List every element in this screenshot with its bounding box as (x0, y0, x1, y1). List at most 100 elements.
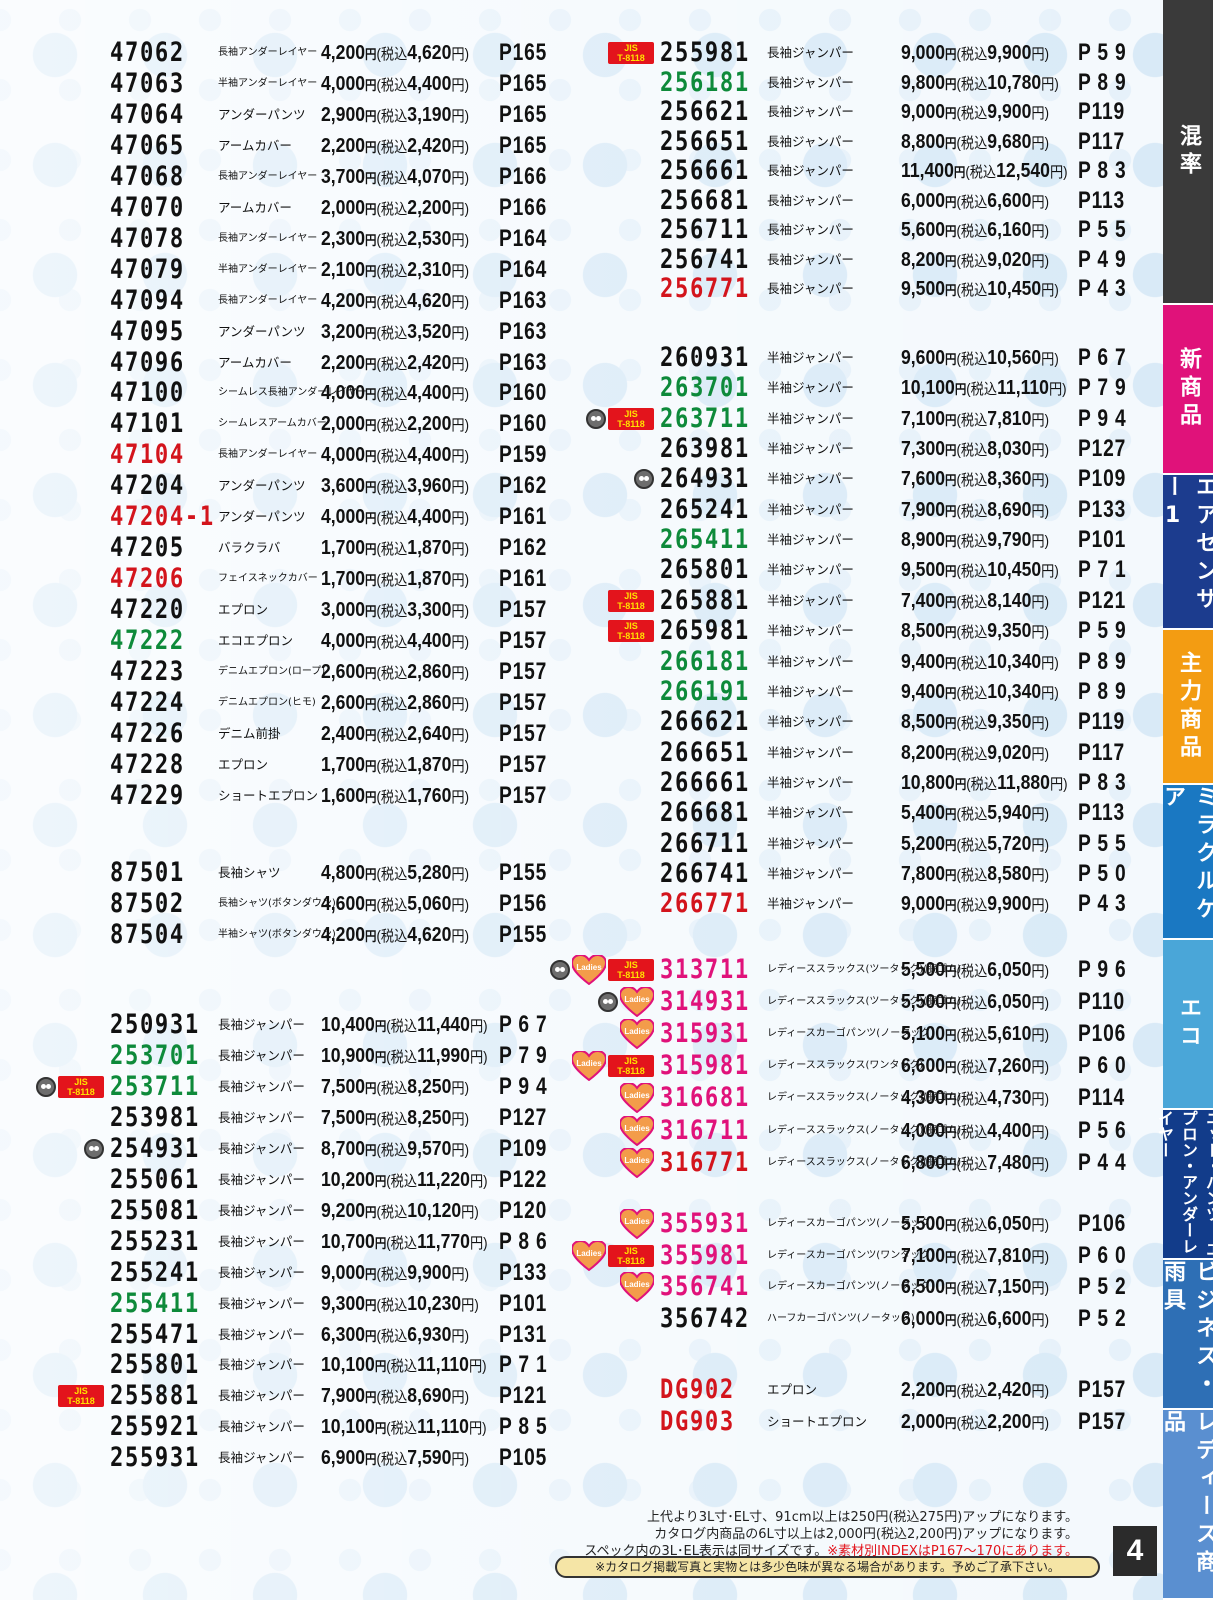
price-amount: 6,600 (901, 1055, 946, 1077)
tax-prefix: (税込 (376, 510, 408, 527)
catalog-page: P160 (499, 410, 548, 437)
catalog-page: P106 (1078, 1210, 1127, 1237)
tax-amount: 4,400 (407, 444, 452, 466)
section-tab[interactable]: 混率 (1163, 0, 1213, 305)
price-amount: 10,800 (901, 772, 955, 794)
product-code: 355981 (660, 1240, 750, 1271)
section-tab[interactable]: 新商品 (1163, 305, 1213, 475)
product-name: 長袖ジャンパー (767, 163, 854, 178)
product-price: 6,600円(税込7,260円) (901, 1051, 1049, 1081)
product-price: 7,500円(税込8,250円) (321, 1103, 469, 1133)
product-row: 47070 アームカバー 2,000円(税込2,200円) P166 (0, 193, 1160, 223)
product-row: 314931 レディーススラックス(ツータック)(脇ゴム) 5,500円(税込6,0… (0, 987, 1160, 1017)
product-row: 315981 レディーススラックス(ワンタック) 6,600円(税込7,260円) P… (0, 1051, 1160, 1081)
tax-suffix: 円) (461, 1204, 479, 1221)
footer-index-link[interactable]: ※素材別INDEXはP167～170にあります。 (827, 1544, 1078, 1559)
tax-suffix: 円) (451, 866, 469, 883)
price-amount: 9,300 (321, 1293, 366, 1315)
jis-badge-line1: JIS (624, 43, 638, 53)
catalog-page: P121 (499, 1382, 548, 1409)
tax-suffix: 円) (451, 928, 469, 945)
product-name: 長袖ジャンパー (767, 134, 854, 149)
yen-unit: 円 (945, 195, 957, 210)
tax-amount: 11,880 (997, 772, 1050, 794)
catalog-page: P121 (1078, 587, 1127, 614)
jis-badge: JIS T-8118 (608, 620, 654, 642)
tax-prefix: (税込 (956, 897, 988, 914)
product-price: 4,000円(税込4,400円) (901, 1116, 1049, 1146)
catalog-page: P131 (499, 1321, 548, 1348)
tax-amount: 7,810 (987, 1245, 1032, 1267)
section-tab[interactable]: レディース商品 (1160, 1410, 1213, 1600)
tax-suffix: 円) (1031, 1217, 1049, 1234)
tax-amount: 10,230 (407, 1293, 462, 1315)
product-name: 半袖ジャンパー (767, 441, 854, 456)
product-code: 264931 (660, 463, 750, 494)
tax-prefix: (税込 (956, 624, 988, 641)
product-name: 半袖ジャンパー (767, 502, 854, 517)
product-code: 87501 (110, 857, 185, 888)
yen-unit: 円 (945, 868, 957, 883)
product-name: 長袖シャツ(ボタンダウン) (218, 898, 336, 909)
product-code: 254931 (110, 1133, 200, 1164)
tax-prefix: (税込 (956, 655, 988, 672)
product-code: 253981 (110, 1102, 200, 1133)
tax-suffix: 円) (451, 1142, 469, 1159)
catalog-page: P155 (499, 921, 548, 948)
tax-amount: 9,020 (987, 249, 1032, 271)
tax-prefix: (税込 (966, 381, 998, 398)
product-code: 355931 (660, 1208, 750, 1239)
price-amount: 4,000 (321, 630, 366, 652)
price-amount: 5,500 (901, 1213, 946, 1235)
catalog-page: P 4 9 (1078, 246, 1127, 273)
tax-prefix: (税込 (956, 533, 988, 550)
tax-prefix: (税込 (956, 1027, 988, 1044)
product-row: 47100 シームレス長袖アンダーレイヤー 4,000円(税込4,400円) P160 (0, 378, 1160, 408)
tax-prefix: (税込 (376, 139, 408, 156)
tax-prefix: (税込 (956, 1383, 988, 1400)
tax-amount: 4,400 (407, 73, 452, 95)
tax-suffix: 円) (1031, 503, 1049, 520)
price-amount: 2,000 (901, 1411, 946, 1433)
price-amount: 10,100 (321, 1354, 375, 1376)
product-name: レディーススラックス(ツータック)(脇ゴム) (767, 964, 962, 975)
jis-badge-line2: T-8118 (617, 601, 645, 611)
product-code: 253711 (110, 1071, 200, 1102)
product-name: 長袖ジャンパー (767, 45, 854, 60)
yen-unit: 円 (945, 106, 957, 121)
section-tab[interactable]: ビジネス・雨具 (1160, 1260, 1213, 1410)
catalog-page: P127 (1078, 435, 1127, 462)
tax-suffix: 円) (451, 1111, 469, 1128)
section-tab[interactable]: 主力商品 (1163, 630, 1213, 785)
tax-prefix: (税込 (376, 232, 408, 249)
price-amount: 4,000 (901, 1120, 946, 1142)
ladies-label: Ladies (624, 1027, 650, 1036)
catalog-page: P110 (1078, 988, 1125, 1015)
section-tab[interactable]: ニット・パンツ エプロン・アンダーレイヤー (1155, 1110, 1213, 1260)
product-name: 半袖ジャンパー (767, 745, 854, 760)
tax-amount: 5,280 (407, 862, 452, 884)
product-price: 4,000円(税込4,400円) (321, 626, 469, 656)
section-tab[interactable]: エコ (1163, 940, 1213, 1110)
tax-suffix: 円) (1031, 746, 1049, 763)
tax-amount: 3,300 (407, 599, 452, 621)
catalog-page: P117 (1078, 739, 1125, 766)
section-tab[interactable]: エアセンサー1 (1160, 475, 1213, 630)
product-name: 長袖アンダーレイヤー (218, 295, 318, 306)
section-tab[interactable]: ミラクルケア (1160, 785, 1213, 940)
product-row: 255061 長袖ジャンパー 10,200円(税込11,220円) P122 (0, 1165, 1160, 1195)
jis-badge-line2: T-8118 (617, 1256, 645, 1266)
product-code: 47205 (110, 532, 185, 563)
product-name: 半袖ジャンパー (767, 866, 854, 881)
tax-prefix: (税込 (956, 1415, 988, 1432)
product-name: ショートエプロン (218, 788, 319, 803)
tax-amount: 4,620 (407, 924, 452, 946)
tax-amount: 4,620 (407, 42, 452, 64)
tax-prefix: (税込 (376, 789, 408, 806)
tax-suffix: 円) (451, 46, 469, 63)
tax-prefix: (税込 (376, 386, 408, 403)
price-amount: 8,200 (901, 249, 946, 271)
product-name: 半袖ジャンパー (767, 593, 854, 608)
product-code: 356742 (660, 1303, 750, 1334)
tax-prefix: (税込 (376, 572, 408, 589)
